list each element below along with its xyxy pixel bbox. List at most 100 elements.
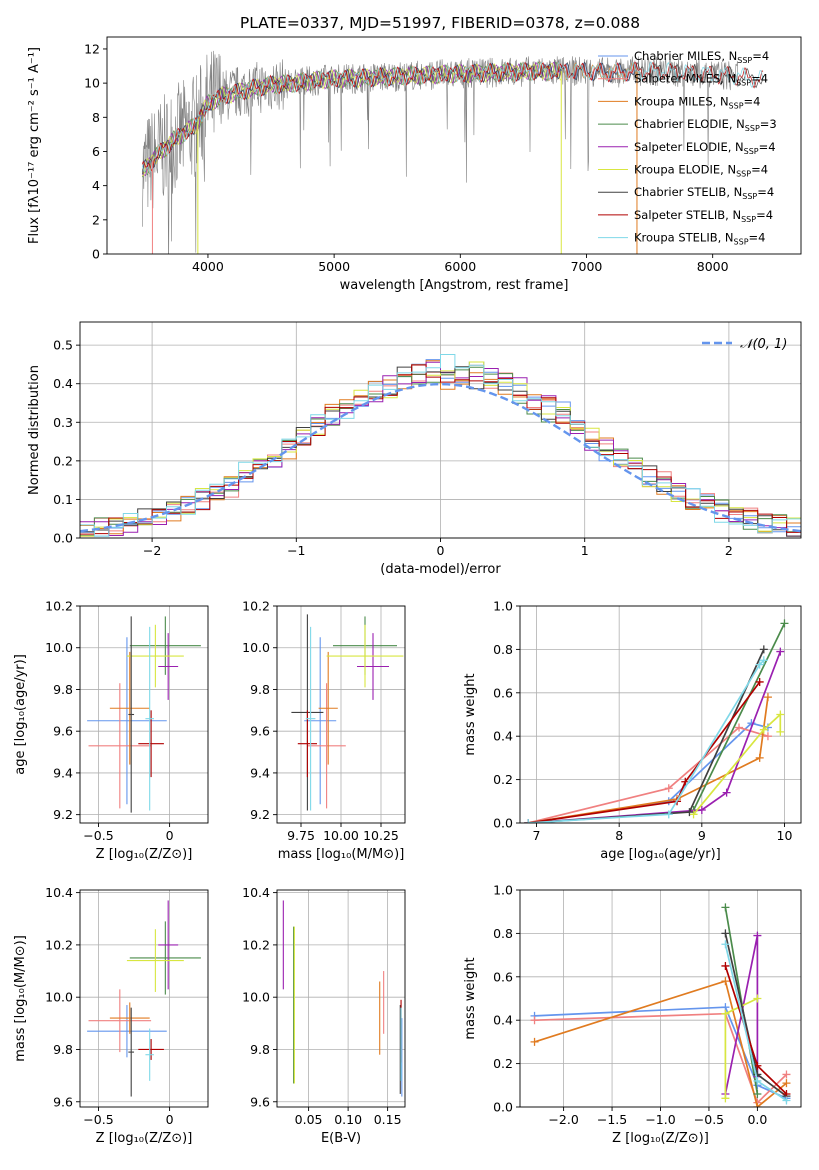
x-tick-label: 8000 — [697, 259, 729, 274]
y-tick-label: 0 — [92, 247, 100, 262]
weight-line-kroupa_miles — [534, 980, 788, 1107]
x-tick-label: −1 — [287, 543, 305, 558]
legend-label-kroupa_stelib: Kroupa STELIB, NSSP=4 — [634, 231, 765, 247]
weight-marker-kroupa_stelib — [721, 940, 730, 949]
x-axis-label: (data-model)/error — [380, 562, 501, 577]
weight-marker-chabrier_elodie — [753, 1089, 762, 1098]
y-axis-label: Flux [fλ10⁻¹⁷ erg cm⁻² s⁻¹ A⁻¹] — [27, 47, 42, 244]
x-tick-label: 2 — [725, 543, 733, 558]
y-tick-label: 0.0 — [493, 1100, 513, 1115]
weight-line-kroupa_stelib — [724, 944, 787, 1102]
legend-label-kroupa_miles: Kroupa MILES, NSSP=4 — [634, 94, 760, 110]
weight-marker-salpeter_stelib — [721, 961, 730, 970]
y-tick-label: 9.8 — [250, 682, 270, 697]
weight-marker-kroupa_elodie — [776, 710, 785, 719]
y-tick-label: 0.4 — [493, 729, 513, 744]
weight-marker-kroupa_stelib — [753, 1076, 762, 1085]
y-tick-label: 0.0 — [53, 531, 73, 546]
x-axis-label: E(B-V) — [321, 1131, 361, 1146]
weight-line-salpeter_stelib — [528, 681, 761, 823]
y-tick-label: 10.0 — [242, 640, 270, 655]
weight-line-kroupa_miles — [528, 696, 769, 823]
y-tick-label: 12 — [84, 41, 100, 56]
weight-line-chabrier_elodie — [692, 623, 786, 811]
weight-marker-salpeter_elodie — [722, 788, 731, 797]
y-tick-label: 9.6 — [53, 724, 73, 739]
legend-label-salpeter_elodie: Salpeter ELODIE, NSSP=4 — [634, 140, 776, 156]
y-axis-label: age [log₁₀(age/yr)] — [13, 654, 28, 775]
y-tick-label: 9.8 — [53, 682, 73, 697]
x-tick-label: 6000 — [444, 259, 476, 274]
weight-line-salpeter_miles — [534, 1012, 788, 1105]
y-tick-label: 0.6 — [493, 685, 513, 700]
x-tick-label: −1.5 — [597, 1112, 627, 1127]
weight-marker-kroupa_miles — [755, 753, 764, 762]
weight-marker-chabrier_stelib — [685, 808, 694, 817]
y-tick-label: 10.2 — [45, 599, 73, 614]
weight-line-kroupa_elodie — [692, 712, 782, 815]
plot-area — [87, 616, 201, 813]
plot-area — [141, 50, 764, 254]
x-tick-label: 0 — [166, 1112, 174, 1127]
axes-frame — [79, 889, 209, 1108]
y-tick-label: 0.2 — [493, 772, 513, 787]
y-axis-label: mass [log₁₀(M/M⊙)] — [13, 935, 28, 1062]
y-tick-label: 0.4 — [53, 376, 73, 391]
x-tick-label: 7 — [533, 828, 541, 843]
x-tick-label: 8 — [615, 828, 623, 843]
y-tick-label: 9.6 — [53, 1094, 73, 1109]
gaussian-curve — [80, 382, 801, 533]
weight-marker-chabrier_stelib — [721, 929, 730, 938]
y-tick-label: 0.5 — [53, 338, 73, 353]
x-tick-label: 9.75 — [287, 828, 315, 843]
panel-residuals: −2 −1 0 1 2 0.0 0.1 0.2 0.3 0.4 0.5 (data-model)/er… — [27, 321, 802, 577]
plot-area — [282, 900, 403, 1097]
y-tick-label: 0.6 — [493, 969, 513, 984]
x-tick-label: −0.5 — [83, 828, 113, 843]
x-tick-label: 0 — [437, 543, 445, 558]
x-tick-label: 0.10 — [334, 1112, 362, 1127]
y-tick-label: 9.8 — [53, 1042, 73, 1057]
panel-age_vs_mass: 9.75 10.00 10.25 9.2 9.4 9.6 9.8 10.0 10.2 mass [… — [242, 599, 406, 862]
hist-kroupa_elodie — [80, 361, 801, 537]
y-tick-label: 0.2 — [493, 1056, 513, 1071]
x-axis-label: Z [log₁₀(Z/Z⊙)] — [96, 1131, 193, 1146]
legend-label-kroupa_elodie: Kroupa ELODIE, NSSP=4 — [634, 163, 768, 179]
plot-area — [87, 900, 201, 1097]
weight-marker-chabrier_elodie — [780, 619, 789, 628]
weight-line-chabrier_miles — [528, 722, 769, 823]
weight-marker-salpeter_miles — [782, 1070, 791, 1079]
weight-marker-salpeter_elodie — [697, 805, 706, 814]
x-axis-label: age [log₁₀(age/yr)] — [600, 847, 721, 862]
panel-spectrum: 4000 5000 6000 7000 8000 0 2 4 6 8 10 12 wavelength … — [27, 36, 802, 293]
legend-label-chabrier_elodie: Chabrier ELODIE, NSSP=3 — [634, 117, 777, 133]
y-tick-label: 10.0 — [242, 990, 270, 1005]
weight-marker-chabrier_stelib — [759, 645, 768, 654]
weight-marker-kroupa_elodie — [721, 1009, 730, 1018]
axes-frame — [79, 605, 209, 824]
plot-area — [530, 903, 791, 1107]
y-tick-label: 10.4 — [45, 885, 73, 900]
y-tick-label: 9.4 — [53, 765, 73, 780]
y-tick-label: 9.6 — [250, 724, 270, 739]
y-tick-label: 0.3 — [53, 415, 73, 430]
legend-label-chabrier_stelib: Chabrier STELIB, NSSP=4 — [634, 185, 774, 201]
y-tick-label: 1.0 — [493, 883, 513, 898]
weight-marker-kroupa_miles — [753, 1103, 762, 1107]
weight-marker-kroupa_stelib — [782, 1096, 791, 1105]
x-tick-label: −0.5 — [694, 1112, 724, 1127]
y-tick-label: 0.2 — [53, 453, 73, 468]
y-tick-label: 10 — [84, 76, 100, 91]
weight-marker-salpeter_elodie — [753, 931, 762, 940]
weight-line-salpeter_elodie — [528, 651, 782, 823]
x-tick-label: 5000 — [318, 259, 350, 274]
axes-frame — [519, 605, 802, 824]
spectrum-model-chabrier_stelib — [141, 61, 764, 175]
figure-title: PLATE=0337, MJD=51997, FIBERID=0378, z=0… — [240, 14, 640, 32]
panel-mass_vs_z: −0.5 0 9.6 9.8 10.0 10.2 10.4 Z [log₁₀(Z/Z⊙)] ma… — [13, 885, 209, 1146]
panel-weight_vs_age: 7 8 9 10 0.0 0.2 0.4 0.6 0.8 1.0 age [log₁₀(age/yr… — [463, 599, 802, 862]
weight-marker-kroupa_elodie — [753, 994, 762, 1003]
legend-label-gaussian: 𝒩(0, 1) — [740, 337, 787, 352]
legend-label-salpeter_miles: Salpeter MILES, NSSP=4 — [634, 72, 768, 88]
